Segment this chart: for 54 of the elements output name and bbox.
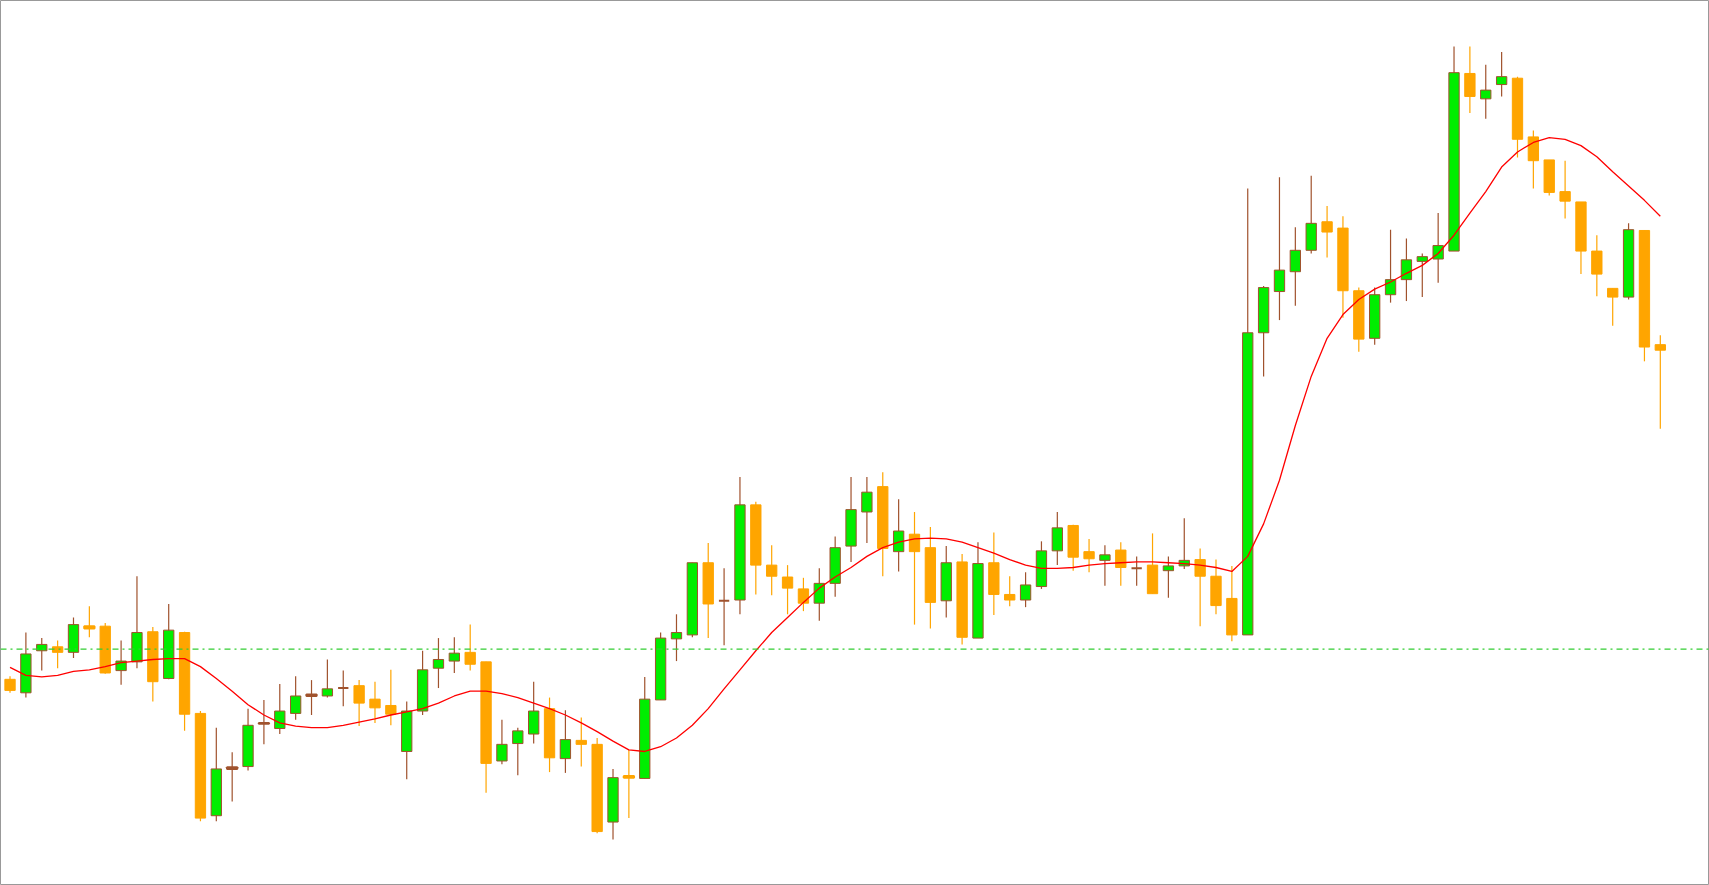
candlestick (289, 675, 302, 721)
candlestick (337, 669, 350, 707)
candlestick (115, 639, 127, 686)
candlestick (717, 567, 731, 646)
candlestick (274, 683, 286, 735)
candlestick (670, 613, 683, 662)
candlestick (1416, 252, 1428, 298)
candlestick (1115, 541, 1127, 587)
candlestick (1273, 176, 1286, 321)
candlestick (512, 727, 524, 776)
candlestick (51, 639, 64, 669)
candlestick (1527, 129, 1540, 190)
candlestick (1400, 237, 1413, 302)
candlestick (766, 544, 778, 596)
candlestick (36, 637, 48, 672)
candlestick (432, 637, 445, 689)
candlestick (1130, 555, 1143, 587)
candlestick (892, 498, 905, 573)
candlestick (1019, 571, 1032, 608)
candlestick (353, 679, 365, 727)
candlestick (1321, 205, 1333, 259)
candlestick (305, 679, 318, 716)
candlestick (1464, 45, 1476, 114)
candlestick (1591, 234, 1603, 297)
candlestick (1559, 160, 1571, 220)
candlestick (1051, 511, 1063, 566)
candlestick (781, 564, 794, 615)
candlestick (257, 699, 271, 745)
candlestick (448, 636, 460, 674)
candlestick (575, 716, 587, 768)
candlestick (1099, 544, 1111, 587)
candlestick (496, 719, 508, 765)
candlestick (1607, 287, 1619, 327)
candlestick (1162, 555, 1175, 599)
candlestick (1289, 226, 1301, 307)
candlestick (1495, 51, 1508, 98)
candlestick (1004, 575, 1016, 607)
candlestick (226, 751, 239, 803)
candlestick (321, 658, 334, 699)
candlestick (385, 669, 397, 726)
candlestick (1654, 334, 1666, 430)
candlestick (528, 681, 540, 745)
candlestick (83, 605, 96, 638)
candlestick (464, 624, 476, 672)
candlestick (1194, 547, 1206, 627)
candlestick (813, 567, 825, 622)
candlestick (622, 749, 636, 819)
candlestick (861, 476, 873, 544)
candlestick (1083, 538, 1095, 573)
candlestick (1432, 212, 1444, 284)
candlestick (559, 709, 572, 774)
candlestick (797, 577, 810, 612)
candlestick (369, 681, 381, 724)
candlestick (1480, 64, 1492, 120)
